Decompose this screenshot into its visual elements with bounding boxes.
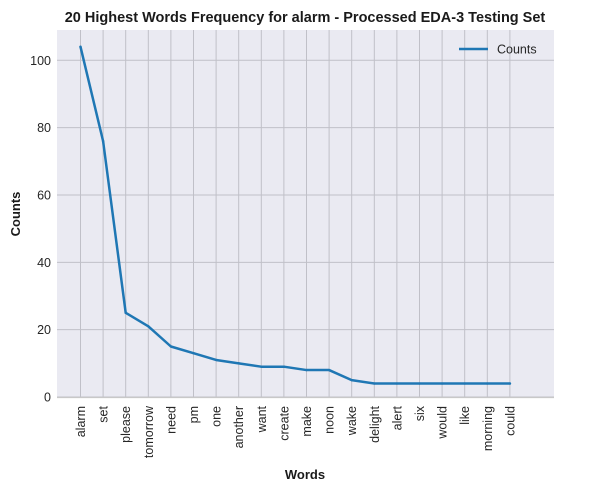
grid — [57, 30, 554, 398]
y-tick-labels: 0 20 40 60 80 100 — [30, 54, 51, 405]
data-point — [508, 382, 512, 385]
x-tick-labels: alarm set please tomorrow need pm one another wa… — [74, 405, 517, 458]
data-point — [305, 368, 308, 372]
data-point — [282, 365, 286, 368]
x-tick-label: one — [210, 406, 224, 427]
data-point — [327, 368, 331, 372]
y-tick-label: 40 — [37, 256, 51, 270]
x-tick-label: noon — [323, 406, 337, 434]
x-tick-label: alarm — [74, 406, 88, 437]
x-tick-label: make — [300, 406, 314, 437]
data-point — [214, 358, 218, 362]
x-tick-label: wake — [345, 406, 359, 436]
data-point — [237, 362, 240, 365]
x-tick-label: want — [255, 405, 269, 433]
data-point — [260, 365, 263, 368]
x-tick-label: would — [436, 406, 450, 440]
legend-label-counts: Counts — [497, 43, 537, 57]
data-point — [192, 352, 195, 355]
y-tick-label: 0 — [44, 391, 51, 405]
x-tick-label: tomorrow — [142, 405, 156, 458]
x-tick-label: could — [503, 406, 517, 436]
data-point — [147, 325, 150, 328]
plot-area — [57, 30, 554, 397]
y-tick-label: 20 — [37, 323, 51, 337]
data-point — [373, 382, 376, 385]
data-point — [79, 45, 82, 49]
data-point — [350, 378, 353, 382]
x-tick-label: please — [119, 406, 133, 443]
y-tick-label: 100 — [30, 54, 51, 68]
x-tick-label: set — [97, 405, 111, 422]
x-tick-label: another — [232, 406, 246, 448]
data-point — [124, 311, 127, 315]
data-point — [440, 382, 444, 385]
x-tick-label: delight — [368, 405, 382, 442]
data-point — [101, 139, 105, 143]
x-tick-label: need — [164, 406, 178, 434]
series-line-counts — [79, 45, 512, 385]
x-axis-label: Words — [285, 467, 325, 482]
y-tick-label: 80 — [37, 121, 51, 135]
x-tick-label: six — [413, 405, 427, 421]
data-point — [486, 382, 489, 385]
y-tick-label: 60 — [37, 188, 51, 202]
x-tick-label: pm — [187, 406, 201, 423]
legend: Counts — [459, 43, 537, 57]
x-tick-label: create — [277, 406, 291, 441]
y-axis-label: Counts — [8, 192, 23, 237]
data-point — [418, 382, 421, 385]
chart-title: 20 Highest Words Frequency for alarm - P… — [65, 10, 546, 26]
data-point — [169, 345, 173, 348]
x-tick-label: alert — [390, 405, 404, 430]
x-tick-label: like — [458, 406, 472, 425]
series-layer — [79, 45, 512, 385]
data-point — [395, 382, 399, 385]
x-tick-label: morning — [481, 406, 495, 451]
data-point — [463, 382, 466, 385]
